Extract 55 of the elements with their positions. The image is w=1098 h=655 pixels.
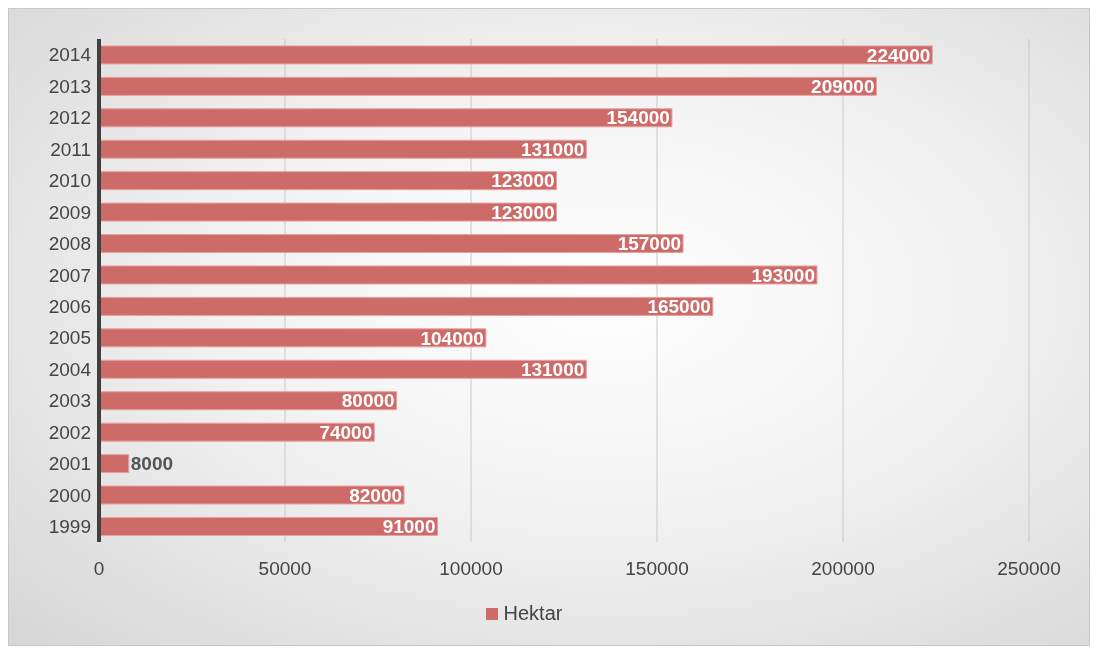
y-tick-label: 2006 (48, 295, 91, 317)
y-tick-label: 2012 (48, 107, 91, 129)
bar (99, 422, 375, 442)
data-label: 157000 (617, 233, 682, 255)
bar (99, 359, 587, 379)
data-label: 123000 (491, 170, 555, 192)
data-label: 74000 (319, 421, 373, 443)
data-label: 80000 (341, 390, 395, 412)
data-label: 193000 (751, 264, 815, 286)
data-label: 82000 (349, 484, 403, 506)
bar (99, 171, 558, 191)
bar (99, 391, 398, 411)
y-tick-label: 2013 (48, 75, 91, 97)
bar (99, 485, 405, 505)
data-label: 123000 (491, 201, 555, 223)
text: Hektar (503, 602, 563, 625)
bar (99, 139, 587, 159)
bar (99, 454, 130, 474)
x-tick-label: 150000 (625, 558, 689, 580)
x-tick-label: 250000 (997, 558, 1061, 580)
bar (99, 328, 487, 348)
data-label: 154000 (606, 107, 670, 129)
bar (99, 108, 673, 128)
y-tick-label: 2008 (48, 233, 91, 255)
data-label: 8000 (130, 453, 174, 475)
y-tick-label: 2002 (48, 421, 91, 443)
y-tick-label: 2004 (48, 358, 92, 380)
y-tick-label: 2005 (48, 327, 91, 349)
data-label: 131000 (520, 138, 585, 160)
y-tick-label: 2010 (48, 170, 91, 192)
data-label: 131000 (520, 358, 585, 380)
y-tick-label: 1999 (48, 516, 91, 538)
bar (99, 296, 714, 316)
bar (99, 234, 684, 254)
bar (99, 265, 818, 285)
data-label: 224000 (866, 44, 931, 66)
bar (99, 202, 558, 222)
data-label: 91000 (382, 516, 436, 538)
x-tick-label: 100000 (439, 558, 503, 580)
x-tick-label: 200000 (811, 558, 875, 580)
y-tick-label: 2000 (48, 484, 91, 506)
y-tick-label: 2009 (48, 201, 91, 223)
data-label: 209000 (811, 76, 875, 97)
bar (99, 76, 877, 96)
y-tick-label: 2011 (50, 138, 91, 160)
x-tick-label: 50000 (258, 558, 312, 580)
y-tick-label: 2014 (48, 44, 92, 66)
data-label: 104000 (420, 327, 484, 349)
x-tick-label: 0 (93, 558, 105, 580)
data-label: 165000 (647, 296, 711, 318)
y-tick-label: 2003 (48, 390, 91, 412)
bar (99, 516, 439, 536)
y-tick-label: 2007 (48, 264, 91, 286)
bar (99, 45, 933, 65)
y-tick-label: 2001 (48, 453, 91, 475)
